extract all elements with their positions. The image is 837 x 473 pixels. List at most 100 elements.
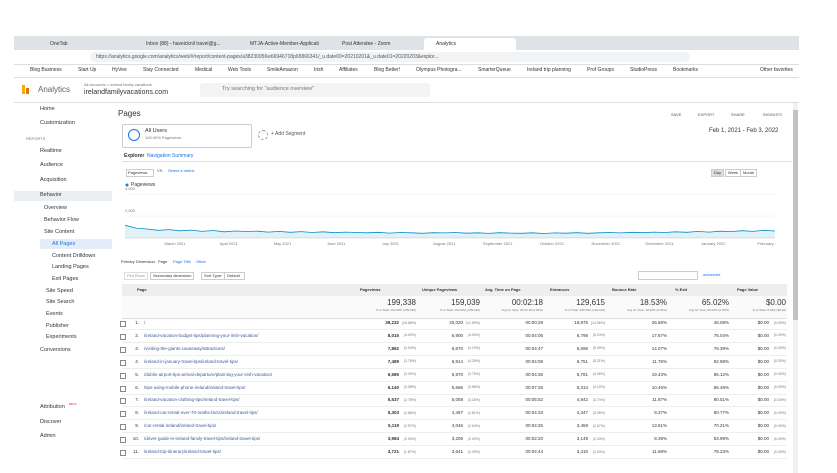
cell-value: 11.68%	[652, 450, 667, 455]
total-value: 18.53%	[640, 299, 667, 307]
page-link: /	[144, 321, 145, 326]
cell-percent: (3.74%)	[593, 399, 605, 403]
row-checkbox[interactable]	[120, 360, 126, 366]
x-tick-label: January 2022	[701, 242, 725, 246]
cell-percent: (3.30%)	[404, 373, 416, 377]
cell-value: 6,900	[452, 334, 463, 339]
cell-percent: (3.56%)	[468, 386, 480, 390]
nav-section: REPORTS	[26, 137, 45, 141]
row-index: 6.	[135, 386, 139, 391]
tab-title: OneTab	[50, 42, 68, 47]
row-divider	[122, 432, 787, 433]
row-index: 7.	[135, 398, 139, 403]
nav-item: Landing Pages	[52, 265, 89, 271]
nav-item: Behavior Flow	[44, 218, 79, 224]
page-link: /ireland-in-january-travel-tips/ireland-…	[144, 360, 238, 365]
total-note: Avg for View: 00:02:18 (0.00%)	[502, 309, 543, 312]
report-title: Pages	[118, 110, 141, 118]
cell-value: 5,058	[452, 398, 463, 403]
row-index: 3.	[135, 347, 139, 352]
granularity-button: Week	[725, 169, 741, 177]
cell-value: 11.76%	[652, 360, 667, 365]
cell-percent: (0.00%)	[774, 399, 786, 403]
segment-sub: 100.00% Pageviews	[145, 136, 181, 140]
cell-value: $0.00	[758, 437, 769, 442]
cell-value: 3,721	[388, 450, 399, 455]
row-checkbox[interactable]	[120, 398, 126, 404]
row-checkbox[interactable]	[120, 437, 126, 443]
cell-value: 6,140	[388, 386, 399, 391]
cell-value: $0.00	[758, 450, 769, 455]
row-checkbox[interactable]	[120, 321, 126, 327]
x-tick-label: August 2021	[433, 242, 455, 246]
row-checkbox[interactable]	[120, 424, 126, 430]
cell-percent: (4.02%)	[404, 334, 416, 338]
cell-value: 53.99%	[714, 437, 729, 442]
property-name: irelandfamilyvacations.com	[84, 89, 168, 96]
cell-percent: (2.00%)	[404, 438, 416, 442]
row-checkbox[interactable]	[120, 450, 126, 456]
row-checkbox[interactable]	[120, 334, 126, 340]
row-index: 10.	[133, 437, 139, 442]
cell-value: 80.51%	[714, 398, 729, 403]
nav-item: Exit Pages	[52, 277, 78, 283]
x-tick-label: November 2021	[592, 242, 620, 246]
cell-percent: (2.02%)	[468, 438, 480, 442]
row-index: 11.	[133, 450, 139, 455]
cell-percent: (3.75%)	[468, 373, 480, 377]
bookmark: Stay Connected	[143, 68, 179, 73]
x-tick-label: September 2021	[483, 242, 513, 246]
report-tab: Explorer	[124, 154, 144, 159]
page-link: /dublin-airport-tips-arrival-departure/p…	[144, 373, 272, 378]
cell-value: 76.04%	[714, 334, 729, 339]
cell-percent: (0.00%)	[774, 347, 786, 351]
total-value: 00:02:18	[512, 299, 543, 307]
cell-percent: (12.59%)	[466, 322, 480, 326]
page-link: /ireland-vacation-clothing-tips/ireland-…	[144, 398, 240, 403]
cell-value: 14.07%	[652, 347, 667, 352]
cell-percent: (0.00%)	[774, 425, 786, 429]
cell-value: 5,537	[388, 398, 399, 403]
nav-item: Realtime	[40, 149, 62, 155]
nav-item: Conversions	[40, 348, 71, 354]
cell-value: 8,015	[388, 334, 399, 339]
table-search[interactable]	[638, 271, 698, 280]
granularity-button: Day	[711, 169, 724, 177]
nav-item: Events	[46, 312, 63, 318]
cell-percent: (0.00%)	[774, 451, 786, 455]
row-checkbox[interactable]	[120, 347, 126, 353]
x-tick-label: July 2021	[382, 242, 399, 246]
nav-item: Discover	[40, 420, 61, 426]
advanced-link: advanced	[703, 273, 720, 277]
cell-value: 78.23%	[714, 450, 729, 455]
x-tick-label: June 2021	[327, 242, 346, 246]
secondary-dimension: Secondary dimension	[150, 272, 194, 280]
tab-title: Inbox (88) - haveicknil travel@g...	[146, 42, 221, 47]
cell-percent: (3.94%)	[404, 347, 416, 351]
cell-value: 8.39%	[654, 437, 667, 442]
dimension-option: Page	[158, 260, 167, 264]
cell-value: 70.21%	[714, 424, 729, 429]
row-divider	[122, 368, 787, 369]
bookmark: Other favorites	[760, 68, 793, 73]
total-value: 159,039	[451, 299, 480, 307]
total-value: 199,338	[387, 299, 416, 307]
bookmark: Blog Better!	[374, 68, 400, 73]
cell-percent: (19.68%)	[402, 322, 416, 326]
select-metric: Select a metric	[168, 169, 194, 173]
column-header: Page Value	[737, 288, 758, 292]
nav-item: Home	[40, 107, 55, 113]
cell-percent: (0.00%)	[774, 412, 786, 416]
row-checkbox[interactable]	[120, 411, 126, 417]
cell-value: 5,303	[388, 411, 399, 416]
row-checkbox[interactable]	[120, 386, 126, 392]
cell-percent: (5.09%)	[593, 347, 605, 351]
cell-value: 00:04:25	[525, 424, 543, 429]
nav-item: Audience	[40, 163, 63, 169]
row-checkbox[interactable]	[120, 373, 126, 379]
bookmark: StudioPress	[630, 68, 657, 73]
cell-value: 3,641	[452, 450, 463, 455]
cell-percent: (5.21%)	[593, 360, 605, 364]
add-segment: + Add Segment	[271, 132, 305, 137]
row-divider	[122, 381, 787, 382]
